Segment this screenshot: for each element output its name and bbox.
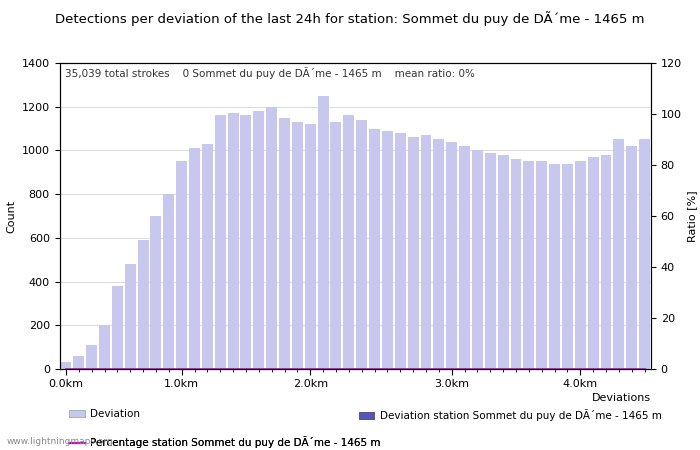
Bar [253, 111, 265, 369]
Bar [639, 140, 650, 369]
Bar [510, 159, 522, 369]
Bar [125, 264, 136, 369]
Bar [60, 362, 71, 369]
Text: Detections per deviation of the last 24h for station: Sommet du puy de DÃ´me - 1: Detections per deviation of the last 24h… [55, 11, 645, 26]
Bar [536, 162, 547, 369]
Bar [304, 124, 316, 369]
Bar [562, 163, 573, 369]
Bar [215, 116, 225, 369]
Bar [99, 325, 110, 369]
Bar [485, 153, 496, 369]
Bar [163, 194, 174, 369]
Bar [202, 144, 213, 369]
Bar [228, 113, 239, 369]
Bar [382, 131, 393, 369]
Text: 35,039 total strokes    0 Sommet du puy de DÃ´me - 1465 m    mean ratio: 0%: 35,039 total strokes 0 Sommet du puy de … [65, 68, 475, 80]
Bar [588, 157, 598, 369]
Bar [318, 96, 328, 369]
Bar [626, 146, 637, 369]
Bar [189, 148, 200, 369]
Bar [601, 155, 612, 369]
Bar [459, 146, 470, 369]
Text: Deviations: Deviations [592, 393, 651, 404]
Bar [112, 286, 122, 369]
Bar [266, 107, 277, 369]
Bar [524, 162, 534, 369]
Bar [369, 129, 380, 369]
Bar [498, 155, 509, 369]
Legend: Percentage station Sommet du puy de DÃ´me - 1465 m: Percentage station Sommet du puy de DÃ´m… [64, 432, 384, 450]
Bar [433, 140, 444, 369]
Bar [138, 240, 148, 369]
Bar [74, 356, 84, 369]
Bar [344, 116, 354, 369]
Text: www.lightningmaps.org: www.lightningmaps.org [7, 436, 113, 446]
Bar [395, 133, 406, 369]
Bar [292, 122, 303, 369]
Bar [241, 116, 251, 369]
Y-axis label: Count: Count [6, 199, 16, 233]
Bar [613, 140, 624, 369]
Bar [575, 162, 586, 369]
Bar [407, 137, 419, 369]
Bar [472, 150, 483, 369]
Bar [356, 120, 367, 369]
Y-axis label: Ratio [%]: Ratio [%] [687, 190, 697, 242]
Bar [446, 142, 457, 369]
Bar [150, 216, 162, 369]
Bar [86, 345, 97, 369]
Bar [330, 122, 342, 369]
Bar [549, 163, 560, 369]
Bar [421, 135, 431, 369]
Bar [279, 117, 290, 369]
Bar [176, 162, 187, 369]
